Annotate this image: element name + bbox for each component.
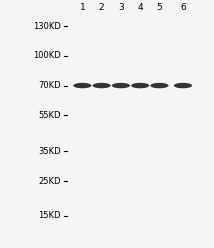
Text: 5: 5: [157, 3, 162, 12]
Text: 3: 3: [118, 3, 124, 12]
Ellipse shape: [174, 83, 192, 88]
Ellipse shape: [92, 83, 111, 88]
Text: 35KD: 35KD: [38, 147, 61, 156]
Text: 25KD: 25KD: [39, 177, 61, 186]
Text: 1: 1: [80, 3, 85, 12]
Ellipse shape: [73, 83, 92, 88]
Text: 15KD: 15KD: [39, 211, 61, 220]
Text: 4: 4: [137, 3, 143, 12]
Text: 6: 6: [180, 3, 186, 12]
Text: 55KD: 55KD: [39, 111, 61, 120]
Text: 2: 2: [99, 3, 104, 12]
Ellipse shape: [150, 83, 169, 88]
Text: 100KD: 100KD: [33, 51, 61, 60]
Text: 70KD: 70KD: [38, 81, 61, 90]
Ellipse shape: [112, 83, 130, 88]
Ellipse shape: [131, 83, 149, 88]
Text: 130KD: 130KD: [33, 22, 61, 31]
